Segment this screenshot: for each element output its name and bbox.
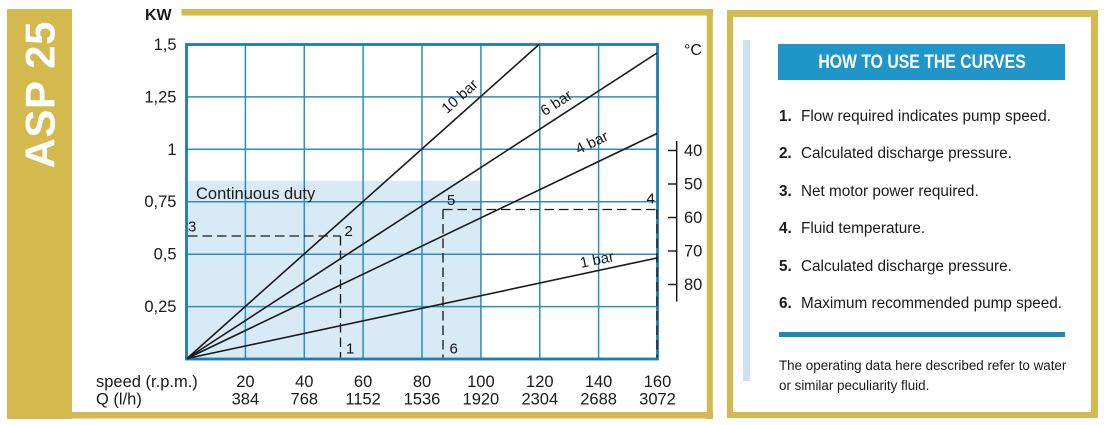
svg-text:40: 40 xyxy=(684,142,702,160)
svg-text:4: 4 xyxy=(647,191,655,208)
svg-text:80: 80 xyxy=(413,373,431,391)
svg-text:120: 120 xyxy=(526,373,554,391)
svg-text:2304: 2304 xyxy=(521,391,558,409)
svg-text:0,25: 0,25 xyxy=(144,298,176,316)
svg-text:140: 140 xyxy=(585,373,613,391)
svg-text:1920: 1920 xyxy=(463,391,500,409)
svg-text:1: 1 xyxy=(346,341,354,358)
svg-text:Q (l/h): Q (l/h) xyxy=(96,391,142,409)
svg-text:60: 60 xyxy=(354,373,372,391)
svg-text:1,5: 1,5 xyxy=(154,36,177,54)
svg-text:100: 100 xyxy=(467,373,495,391)
svg-text:3: 3 xyxy=(188,219,196,236)
svg-text:Continuous duty: Continuous duty xyxy=(196,185,316,203)
svg-text:°C: °C xyxy=(684,42,702,59)
svg-text:1536: 1536 xyxy=(404,391,441,409)
svg-text:1: 1 xyxy=(167,141,176,159)
svg-text:50: 50 xyxy=(684,176,702,194)
svg-text:KW: KW xyxy=(145,7,173,24)
svg-text:1,25: 1,25 xyxy=(144,88,176,106)
svg-text:1 bar: 1 bar xyxy=(579,248,616,272)
svg-text:6 bar: 6 bar xyxy=(538,87,576,120)
svg-text:ASP 25: ASP 25 xyxy=(17,21,64,169)
svg-text:70: 70 xyxy=(684,243,702,261)
svg-text:2: 2 xyxy=(345,223,353,240)
svg-text:6: 6 xyxy=(450,341,458,358)
svg-text:40: 40 xyxy=(295,373,313,391)
svg-text:1152: 1152 xyxy=(345,391,380,409)
svg-text:384: 384 xyxy=(232,391,260,409)
svg-text:60: 60 xyxy=(684,209,702,227)
svg-text:3072: 3072 xyxy=(639,391,676,409)
svg-text:160: 160 xyxy=(644,373,672,391)
svg-text:4 bar: 4 bar xyxy=(573,128,611,158)
svg-text:0,75: 0,75 xyxy=(144,193,176,211)
svg-text:2688: 2688 xyxy=(580,391,617,409)
svg-text:20: 20 xyxy=(236,373,254,391)
svg-text:5: 5 xyxy=(447,192,455,209)
svg-text:768: 768 xyxy=(291,391,319,409)
svg-text:80: 80 xyxy=(684,276,702,294)
svg-text:speed (r.p.m.): speed (r.p.m.) xyxy=(96,373,198,391)
svg-text:0,5: 0,5 xyxy=(154,246,177,264)
